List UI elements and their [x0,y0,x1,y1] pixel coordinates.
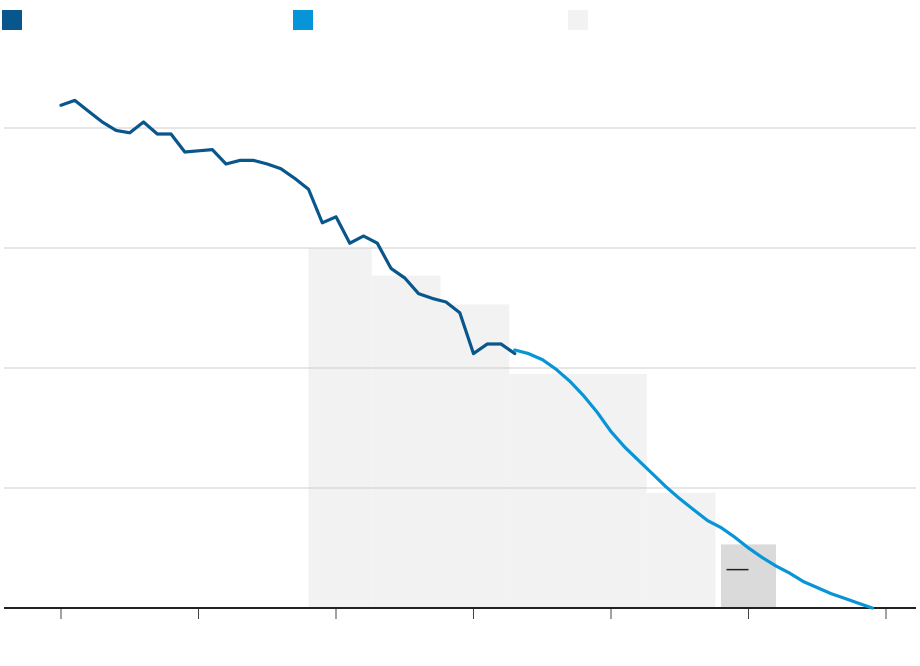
band-3 [440,304,510,608]
band-6 [721,544,776,608]
gridlines [4,127,916,489]
band-5 [646,492,716,608]
legend-swatch-3 [568,10,588,30]
series-line-1 [59,98,517,356]
legend-swatch-2 [293,10,313,30]
x-axis [4,607,916,619]
bands [308,248,776,608]
band-4 [509,374,647,608]
series-line-2 [513,348,874,610]
band-1 [308,248,372,608]
band-2 [371,275,441,608]
legend-swatch-1 [2,10,22,30]
legend [2,10,588,30]
series-lines [59,98,874,610]
